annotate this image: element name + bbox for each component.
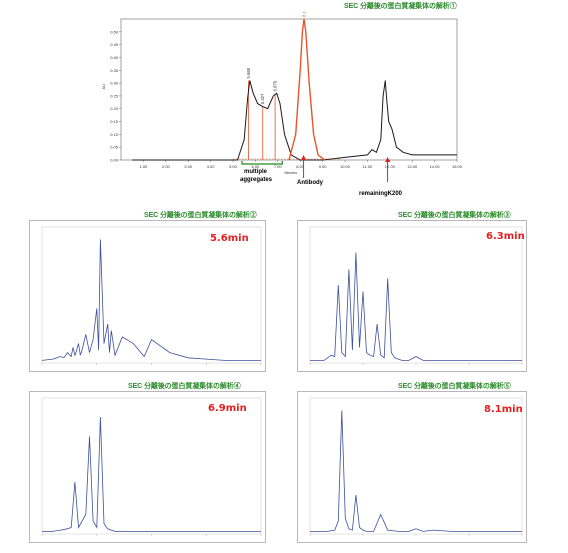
panel-5: 8.1min [297, 391, 527, 543]
x-tick-label: 7.00 [274, 164, 283, 169]
annot-aggregates: aggregates [240, 177, 273, 183]
peak-label: 6.327 [260, 93, 265, 104]
x-tick-label: 15.00 [452, 164, 463, 169]
plot-area [120, 18, 458, 161]
peak-label: 5.688 [246, 67, 251, 78]
mini-trace [310, 252, 522, 361]
x-tick-label: 1.00 [140, 164, 149, 169]
aggregate-bracket [241, 161, 283, 165]
panel-4-svg [41, 397, 262, 536]
x-tick-label: 4.00 [207, 164, 216, 169]
mini-trace [41, 239, 261, 361]
y-tick-label: 0.50 [110, 29, 119, 34]
y-axis-label: AU [101, 84, 106, 90]
mini-plot-area [41, 397, 262, 535]
mini-plot-area [309, 226, 523, 364]
remaining-arrowhead [385, 157, 391, 162]
x-tick-label: 10.00 [340, 164, 351, 169]
mini-trace [310, 410, 522, 532]
y-tick-label: 0.00 [110, 158, 119, 163]
y-tick-label: 0.20 [110, 106, 119, 111]
panel-2-time-label: 5.6min [210, 233, 249, 244]
x-tick-label: 3.00 [184, 164, 193, 169]
top-chart-panel: 0.00 0.05 0.10 0.15 0.20 0.25 0.30 0.35 0.40 0.45… [99, 11, 465, 182]
panel-3: 6.3min [297, 220, 527, 372]
x-tick-label: 2.00 [162, 164, 171, 169]
annot-remaining: remainingK200 [359, 191, 403, 197]
top-chart-svg: 0.00 0.05 0.10 0.15 0.20 0.25 0.30 0.35 0.40 0.45… [101, 11, 463, 182]
panel-3-time-label: 6.3min [486, 231, 525, 242]
peak-label: 6.879 [273, 80, 278, 91]
y-tick-label: 0.05 [110, 145, 119, 150]
panel-2: 5.6min [29, 220, 266, 372]
x-axis-label: Minutes [285, 171, 298, 175]
panel-4-time-label: 6.9min [208, 403, 247, 414]
panel-3-svg [309, 226, 523, 365]
peak-label: 8.174 [302, 11, 307, 17]
panel-4: 6.9min [29, 391, 266, 543]
x-tick-label: 14.00 [430, 164, 441, 169]
annot-antibody: Antibody [297, 180, 323, 186]
x-tick-label: 9.00 [319, 164, 328, 169]
mini-plot-area [41, 226, 262, 364]
x-tick-label: 12.00 [385, 164, 396, 169]
y-tick-label: 0.25 [110, 93, 119, 98]
y-tick-label: 0.10 [110, 132, 119, 137]
main-trace [132, 80, 457, 161]
antibody-arrowhead [301, 155, 307, 160]
y-tick-label: 0.40 [110, 55, 119, 60]
panel-2-svg [41, 226, 262, 365]
x-tick-label: 5.00 [229, 164, 238, 169]
panel-5-title: SEC 分離後の蛋白質凝集体の解析⑤ [398, 383, 511, 390]
y-tick-label: 0.15 [110, 119, 119, 124]
y-tick-label: 0.35 [110, 68, 119, 73]
panel-2-title: SEC 分離後の蛋白質凝集体の解析② [144, 212, 257, 219]
x-tick-label: 6.00 [252, 164, 261, 169]
panel-5-svg [309, 397, 523, 536]
annot-multiple: multiple [244, 169, 268, 175]
antibody-trace [288, 18, 326, 161]
panel-4-title: SEC 分離後の蛋白質凝集体の解析④ [128, 383, 241, 390]
y-tick-label: 0.45 [110, 42, 119, 47]
top-chart-title: SEC 分離後の蛋白質凝集体の解析① [344, 3, 457, 10]
y-tick-label: 0.30 [110, 81, 119, 86]
x-tick-label: 11.00 [363, 164, 373, 169]
x-tick-label: 13.00 [407, 164, 418, 169]
x-tick-label: 8.00 [296, 164, 305, 169]
mini-trace [42, 416, 261, 532]
panel-5-time-label: 8.1min [484, 404, 523, 415]
panel-3-title: SEC 分離後の蛋白質凝集体の解析③ [398, 212, 511, 219]
